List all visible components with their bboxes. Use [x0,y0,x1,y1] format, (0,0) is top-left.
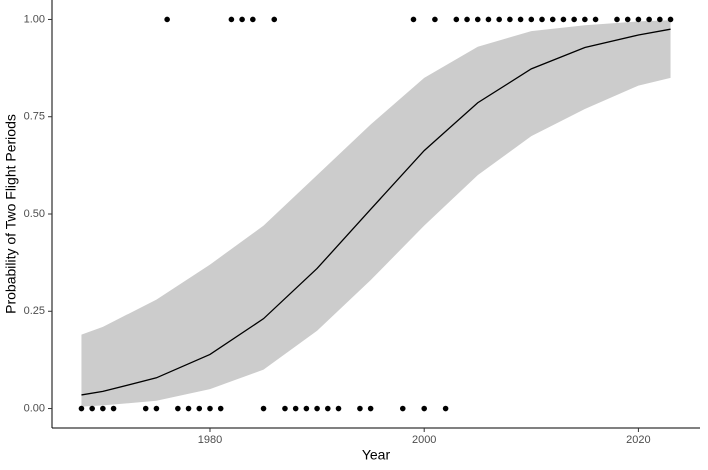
data-point [325,405,331,412]
data-point [432,16,438,23]
data-point [560,16,567,23]
data-point [175,405,181,412]
data-point [185,405,192,412]
data-point [421,405,427,412]
data-point [614,16,620,23]
y-axis-label: Probability of Two Flight Periods [3,114,19,314]
data-point [624,16,631,23]
data-point [549,16,556,23]
data-point [507,16,513,23]
confidence-band [81,20,671,407]
data-point [667,16,674,23]
data-point [485,16,492,23]
data-point [314,405,320,412]
data-point [399,405,406,412]
data-point [292,405,299,412]
y-tick-label: 0.25 [24,305,45,317]
data-point [335,405,342,412]
y-tick-label: 0.50 [24,208,45,220]
data-point [410,16,417,23]
data-point [271,16,278,23]
x-axis-label: Year [362,447,391,463]
data-point [442,405,449,412]
data-point [207,405,213,412]
data-point [89,405,95,412]
data-point [592,16,599,23]
data-point [582,16,588,23]
y-tick-label: 0.75 [24,111,45,123]
data-point [496,16,502,23]
x-tick-label: 2020 [626,434,650,446]
data-point [228,16,235,23]
data-point [282,405,288,412]
data-point [657,16,663,23]
data-point [464,16,470,23]
x-tick-label: 2000 [412,434,436,446]
fit-line [81,28,671,396]
data-point [303,405,310,412]
data-point [250,16,256,23]
y-tick-label: 1.00 [24,13,45,25]
data-point [164,16,170,23]
data-point [474,16,481,23]
data-point [635,16,642,23]
data-point [153,405,160,412]
data-point [217,405,224,412]
data-point [571,16,577,23]
data-point [196,405,203,412]
data-point [142,405,149,412]
data-point [453,16,460,23]
data-point [646,16,652,23]
data-point [539,16,545,23]
data-point [110,405,117,412]
x-tick-label: 1980 [198,434,222,446]
data-point [357,405,363,412]
data-point [100,405,106,412]
y-tick-label: 0.00 [24,402,45,414]
data-point [78,405,85,412]
data-point [517,16,524,23]
data-point [528,16,535,23]
data-point [260,405,267,412]
data-point [239,16,245,23]
data-point [367,405,374,412]
